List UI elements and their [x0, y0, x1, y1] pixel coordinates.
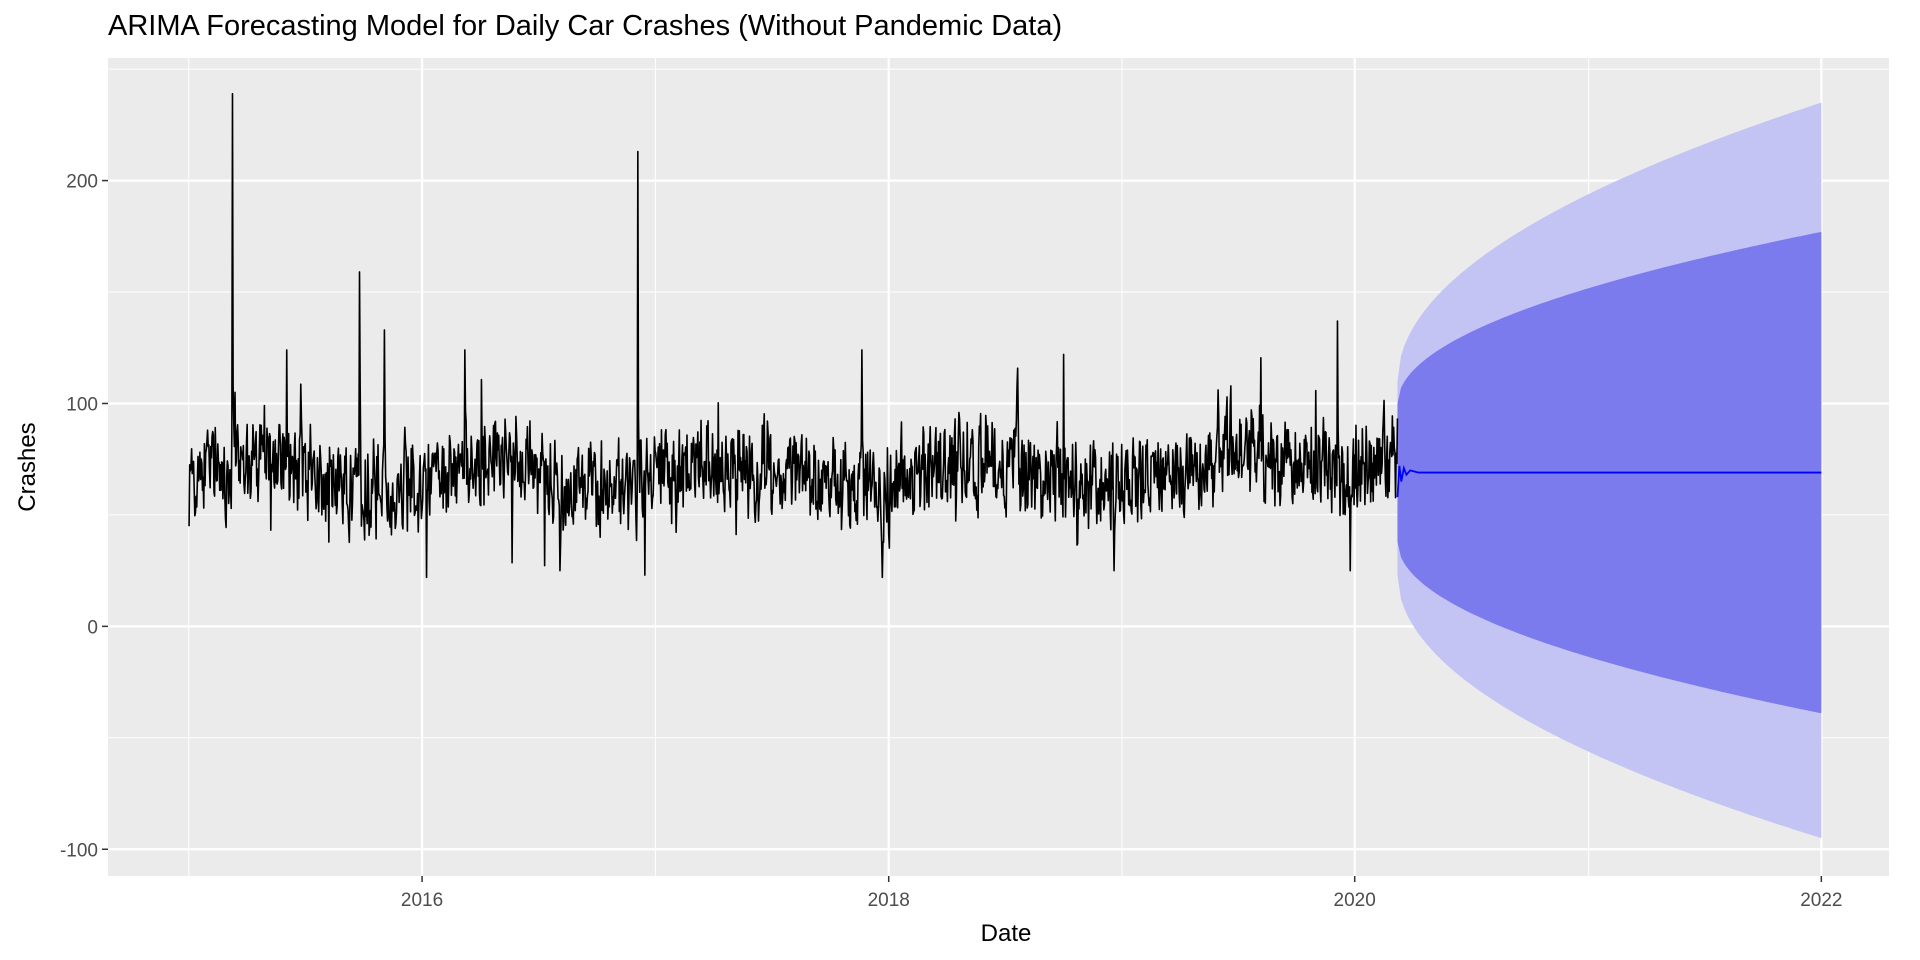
- y-axis: -100 0 100 200: [60, 172, 108, 861]
- series-lines: [188, 92, 1822, 579]
- x-tick-label: 2016: [401, 890, 443, 911]
- y-tick-label: 200: [66, 172, 98, 193]
- observed-series-line: [188, 92, 1399, 579]
- x-tick-label: 2022: [1800, 890, 1842, 911]
- y-tick-label: 100: [66, 394, 98, 415]
- y-axis-title: Crashes: [14, 422, 41, 511]
- x-tick-label: 2018: [868, 890, 910, 911]
- x-tick-label: 2020: [1334, 890, 1376, 911]
- x-axis: 2016 2018 2020 2022: [401, 876, 1842, 911]
- y-tick-label: 0: [87, 617, 98, 638]
- forecast-mean-line: [1396, 464, 1822, 498]
- x-axis-title: Date: [981, 920, 1032, 947]
- y-tick-label: -100: [60, 840, 98, 861]
- major-gridlines: [108, 58, 1889, 876]
- chart-title: ARIMA Forecasting Model for Daily Car Cr…: [108, 10, 1063, 42]
